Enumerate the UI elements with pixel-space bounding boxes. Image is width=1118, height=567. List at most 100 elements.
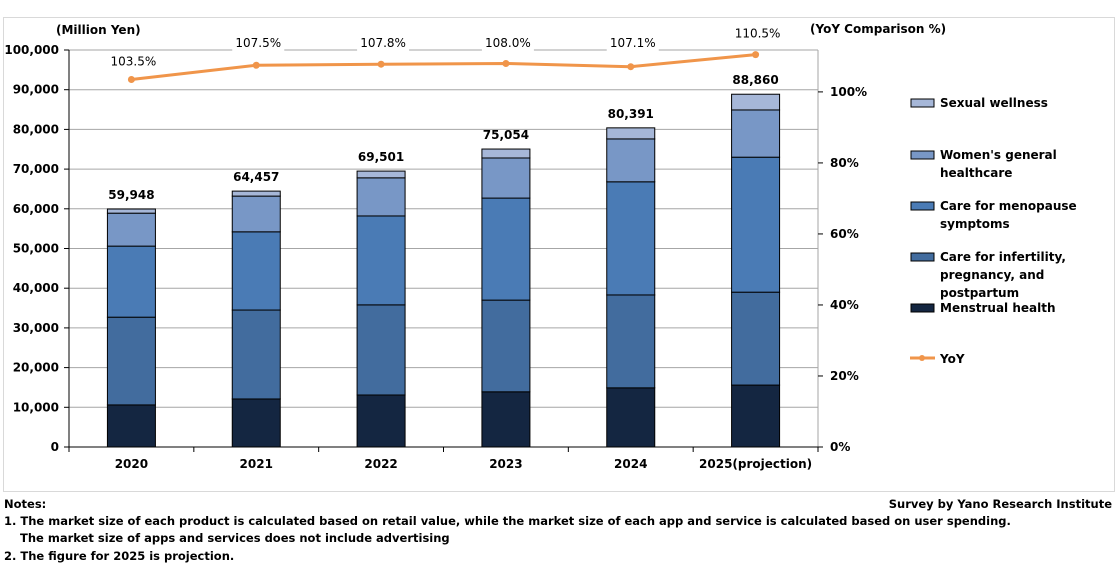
y-tick-label: 90,000	[13, 83, 59, 97]
legend-swatch	[910, 252, 935, 262]
yoy-point	[377, 60, 385, 68]
chart-frame	[3, 17, 1115, 492]
bar-segment-1	[606, 294, 656, 389]
yoy-label: 103.5%	[111, 54, 157, 68]
legend-label: healthcare	[940, 166, 1012, 180]
total-label: 69,501	[358, 150, 404, 164]
y-tick-label: 100,000	[4, 43, 59, 57]
yoy-label-bg	[357, 33, 410, 51]
note-line-1: 1. The market size of each product is ca…	[4, 514, 1011, 528]
yoy-point	[752, 51, 760, 59]
yoy-label: 110.5%	[735, 27, 781, 41]
bar-segment-4	[606, 127, 656, 140]
yoy-label-bg	[481, 33, 534, 51]
total-label: 75,054	[483, 128, 529, 142]
x-tick-label: 2024	[614, 457, 647, 471]
x-tick-label: 2022	[364, 457, 397, 471]
y-tick-label: 50,000	[13, 242, 59, 256]
legend-swatch	[910, 303, 935, 313]
legend-swatch	[910, 201, 935, 211]
yoy-label: 107.8%	[360, 36, 406, 50]
total-label: 59,948	[108, 188, 154, 202]
y2-tick-label: 40%	[830, 298, 859, 312]
legend-label: Women's general	[940, 148, 1057, 162]
legend-label: Care for infertility,	[940, 250, 1066, 264]
bar-segment-1	[731, 291, 781, 386]
stacked-bar-chart: 0 10,000 20,000 30,000 40,000 50,000 60,000 70,…	[4, 22, 1077, 471]
y2-tick-label: 100%	[830, 85, 867, 99]
bar-segment-4	[356, 170, 406, 179]
y2-tick-label: 80%	[830, 156, 859, 170]
x-tick-label: 2020	[115, 457, 148, 471]
legend-swatch	[910, 150, 935, 160]
y-tick-label: 20,000	[13, 361, 59, 375]
yoy-label: 108.0%	[485, 36, 531, 50]
bar-segment-1	[481, 299, 531, 393]
bar-segment-2	[231, 231, 281, 311]
bar-segment-3	[106, 212, 156, 247]
bar-segment-4	[481, 148, 531, 159]
bar-segment-0	[106, 404, 156, 448]
bar-segment-3	[481, 157, 531, 199]
yoy-point	[502, 59, 510, 67]
legend-label: YoY	[939, 352, 965, 366]
y-tick-label: 60,000	[13, 202, 59, 216]
bar-segment-0	[231, 398, 281, 448]
x-tick-label: 2025(projection)	[699, 457, 812, 471]
y-tick-label: 70,000	[13, 162, 59, 176]
bar-segment-2	[356, 215, 406, 306]
y-tick-label: 40,000	[13, 281, 59, 295]
bar-segment-3	[731, 109, 781, 158]
yoy-label-bg	[232, 33, 285, 51]
bar-segment-2	[106, 245, 156, 318]
y2-tick-label: 20%	[830, 369, 859, 383]
bar-segment-0	[606, 387, 656, 448]
total-label: 64,457	[233, 170, 279, 184]
bar-segment-1	[356, 304, 406, 396]
y-tick-label: 30,000	[13, 321, 59, 335]
legend-label: pregnancy, and	[940, 268, 1044, 282]
y-tick-label: 80,000	[13, 122, 59, 136]
legend-label: Sexual wellness	[940, 96, 1048, 110]
yoy-label: 107.1%	[610, 36, 656, 50]
source-credit: Survey by Yano Research Institute	[888, 497, 1112, 511]
y2-tick-label: 0%	[830, 440, 850, 454]
x-tick-label: 2021	[240, 457, 273, 471]
legend-label: Menstrual health	[940, 301, 1056, 315]
bar-segment-2	[481, 197, 531, 301]
y-tick-label: 10,000	[13, 400, 59, 414]
bar-segment-3	[606, 138, 656, 183]
yoy-line	[131, 53, 756, 81]
yoy-label-bg	[731, 23, 784, 42]
legend-label: postpartum	[940, 286, 1019, 300]
bar-segment-0	[481, 391, 531, 448]
notes-title: Notes:	[4, 497, 47, 511]
total-label: 80,391	[608, 107, 654, 121]
legend-swatch	[910, 98, 935, 108]
yoy-point	[252, 61, 260, 69]
note-line-2: The market size of apps and services doe…	[4, 531, 450, 545]
bar-segment-3	[231, 195, 281, 233]
right-axis-label: (YoY Comparison %)	[810, 22, 946, 36]
note-line-3: 2. The figure for 2025 is projection.	[4, 549, 235, 563]
bar-segment-4	[106, 208, 156, 214]
yoy-label: 107.5%	[235, 36, 281, 50]
bar-segment-3	[356, 177, 406, 217]
yoy-point	[627, 63, 635, 71]
yoy-label-bg	[107, 51, 160, 70]
bar-segment-1	[231, 309, 281, 400]
bar-segment-4	[231, 190, 281, 197]
bar-segment-4	[731, 93, 781, 111]
bar-segment-2	[606, 181, 656, 296]
total-label: 88,860	[732, 73, 778, 87]
yoy-label-bg	[606, 33, 659, 51]
bar-segment-2	[731, 156, 781, 293]
bar-segment-0	[356, 394, 406, 448]
left-axis-label: (Million Yen)	[56, 23, 141, 37]
bar-segment-1	[106, 316, 156, 406]
yoy-point	[127, 75, 135, 83]
legend-label: Care for menopause	[940, 199, 1077, 213]
y2-tick-label: 60%	[830, 227, 859, 241]
legend-line-marker	[919, 355, 925, 361]
y-tick-label: 0	[51, 440, 59, 454]
